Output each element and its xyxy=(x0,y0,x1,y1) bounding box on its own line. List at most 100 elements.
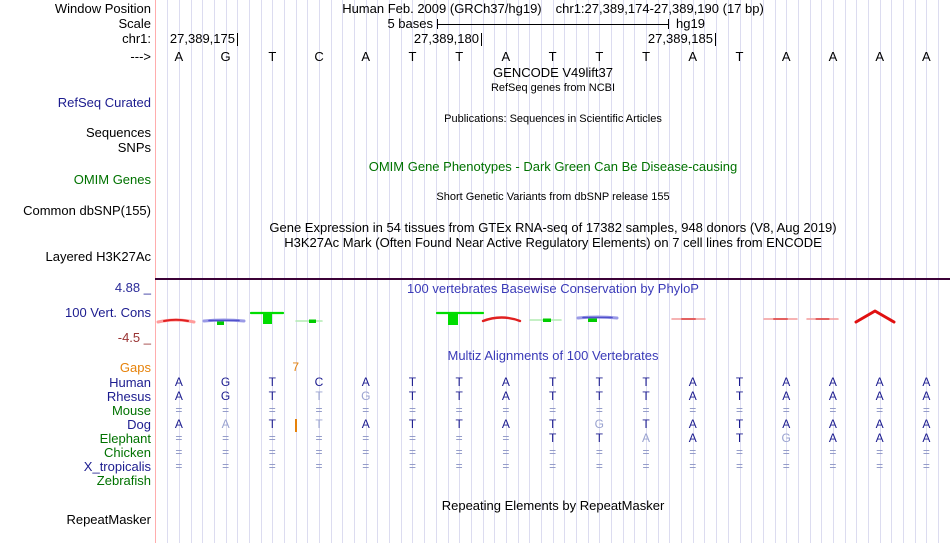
alignment-cell: = xyxy=(642,459,650,473)
alignment-cell: T xyxy=(548,389,557,403)
alignment-cell: T xyxy=(595,375,603,389)
grid-line xyxy=(202,0,204,543)
grid-line xyxy=(248,0,250,543)
scale-label: Scale xyxy=(118,16,151,31)
gap-count-annotation: 7 xyxy=(292,360,299,374)
base-letter: A xyxy=(174,49,184,64)
grid-line xyxy=(739,0,741,543)
track-label-sequences[interactable]: Sequences xyxy=(85,125,151,140)
alignment-cell: A xyxy=(782,375,791,389)
track-title-dbsnp[interactable]: Short Genetic Variants from dbSNP releas… xyxy=(436,191,670,203)
grid-line xyxy=(272,0,274,543)
grid-line xyxy=(891,0,893,543)
track-title-omim[interactable]: OMIM Gene Phenotypes - Dark Green Can Be… xyxy=(368,159,738,174)
track-title-refseq-sub[interactable]: RefSeq genes from NCBI xyxy=(490,82,616,94)
species-label-human[interactable]: Human xyxy=(109,375,151,390)
alignment-cell: T xyxy=(642,417,650,431)
grid-line xyxy=(646,0,648,543)
alignment-cell: = xyxy=(268,459,276,473)
alignment-cell: = xyxy=(829,445,837,459)
alignment-cell: = xyxy=(222,431,230,445)
track-title-repeatmasker[interactable]: Repeating Elements by RepeatMasker xyxy=(441,498,665,513)
alignment-cell: = xyxy=(782,445,790,459)
grid-line xyxy=(914,0,916,543)
base-letter: A xyxy=(361,49,371,64)
track-label-layered-h3k27ac[interactable]: Layered H3K27Ac xyxy=(45,249,151,264)
base-letter: A xyxy=(875,49,884,64)
alignment-cell: A xyxy=(922,431,931,445)
grid-line xyxy=(552,0,554,543)
alignment-cell: T xyxy=(455,417,463,431)
grid-line xyxy=(237,0,239,543)
species-label-dog[interactable]: Dog xyxy=(127,417,151,432)
alignment-cell: = xyxy=(362,445,370,459)
ruler-tick xyxy=(715,33,716,46)
alignment-cell: G xyxy=(220,389,231,403)
alignment-cell: T xyxy=(455,389,463,403)
alignment-cell: T xyxy=(642,375,650,389)
alignment-cell: = xyxy=(455,445,463,459)
grid-line xyxy=(447,0,449,543)
scale-bases-text: 5 bases xyxy=(387,16,433,31)
alignment-cell: = xyxy=(408,445,416,459)
alignment-cell: T xyxy=(455,375,463,389)
h3k27ac-baseline xyxy=(155,278,950,280)
track-label-snps[interactable]: SNPs xyxy=(117,140,151,155)
alignment-cell: C xyxy=(314,375,324,389)
base-letter: T xyxy=(408,49,417,64)
track-title-gencode[interactable]: GENCODE V49lift37 xyxy=(493,65,613,80)
track-title-publications[interactable]: Publications: Sequences in Scientific Ar… xyxy=(444,113,662,125)
grid-line xyxy=(307,0,309,543)
grid-line xyxy=(400,0,402,543)
alignment-cell: T xyxy=(595,389,603,403)
track-label-refseq-curated[interactable]: RefSeq Curated xyxy=(57,95,151,110)
track-label-gaps[interactable]: Gaps xyxy=(119,360,151,375)
base-letter: A xyxy=(828,49,838,64)
track-label-vert-cons[interactable]: 100 Vert. Cons xyxy=(65,305,151,320)
alignment-cell: A xyxy=(828,389,837,403)
species-label-elephant[interactable]: Elephant xyxy=(99,431,151,446)
alignment-cell: A xyxy=(501,417,510,431)
scale-bar-left-tick xyxy=(437,19,438,29)
alignment-cell: = xyxy=(455,403,463,417)
species-label-zebrafish[interactable]: Zebrafish xyxy=(96,473,151,488)
base-letter: A xyxy=(781,49,791,64)
alignment-cell: T xyxy=(548,417,557,431)
base-letter: T xyxy=(642,49,651,64)
grid-line xyxy=(517,0,519,543)
track-title-h3k27ac[interactable]: H3K27Ac Mark (Often Found Near Active Re… xyxy=(284,235,822,250)
alignment-cell: = xyxy=(222,445,230,459)
alignment-cell: A xyxy=(221,417,230,431)
conservation-axis-min: -4.5 _ xyxy=(117,330,151,345)
alignment-cell: = xyxy=(502,403,510,417)
alignment-cell: = xyxy=(782,459,790,473)
species-label-rhesus[interactable]: Rhesus xyxy=(106,389,151,404)
ruler-tick-label: 27,389,185 xyxy=(647,31,713,46)
species-label-x_tropicalis[interactable]: X_tropicalis xyxy=(83,459,151,474)
alignment-cell: = xyxy=(222,459,230,473)
grid-line xyxy=(342,0,344,543)
track-label-common-dbsnp[interactable]: Common dbSNP(155) xyxy=(23,203,151,218)
track-title-phylop[interactable]: 100 vertebrates Basewise Conservation by… xyxy=(407,281,699,296)
alignment-cell: A xyxy=(174,375,183,389)
alignment-cell: A xyxy=(828,417,837,431)
track-label-repeatmasker[interactable]: RepeatMasker xyxy=(66,512,151,527)
species-label-mouse[interactable]: Mouse xyxy=(111,403,151,418)
grid-line xyxy=(751,0,753,543)
track-label-omim-genes[interactable]: OMIM Genes xyxy=(73,172,151,187)
grid-line xyxy=(797,0,799,543)
alignment-cell: G xyxy=(361,389,371,403)
alignment-cell: = xyxy=(689,445,697,459)
track-title-multiz[interactable]: Multiz Alignments of 100 Vertebrates xyxy=(447,348,659,363)
alignment-cell: T xyxy=(315,417,323,431)
grid-line xyxy=(529,0,531,543)
grid-line xyxy=(354,0,356,543)
grid-line xyxy=(716,0,718,543)
grid-line xyxy=(657,0,659,543)
alignment-cell: = xyxy=(362,431,370,445)
track-title-gtex[interactable]: Gene Expression in 54 tissues from GTEx … xyxy=(269,220,837,235)
species-label-chicken[interactable]: Chicken xyxy=(104,445,151,460)
alignment-cell: = xyxy=(175,431,183,445)
alignment-cell: = xyxy=(268,403,276,417)
